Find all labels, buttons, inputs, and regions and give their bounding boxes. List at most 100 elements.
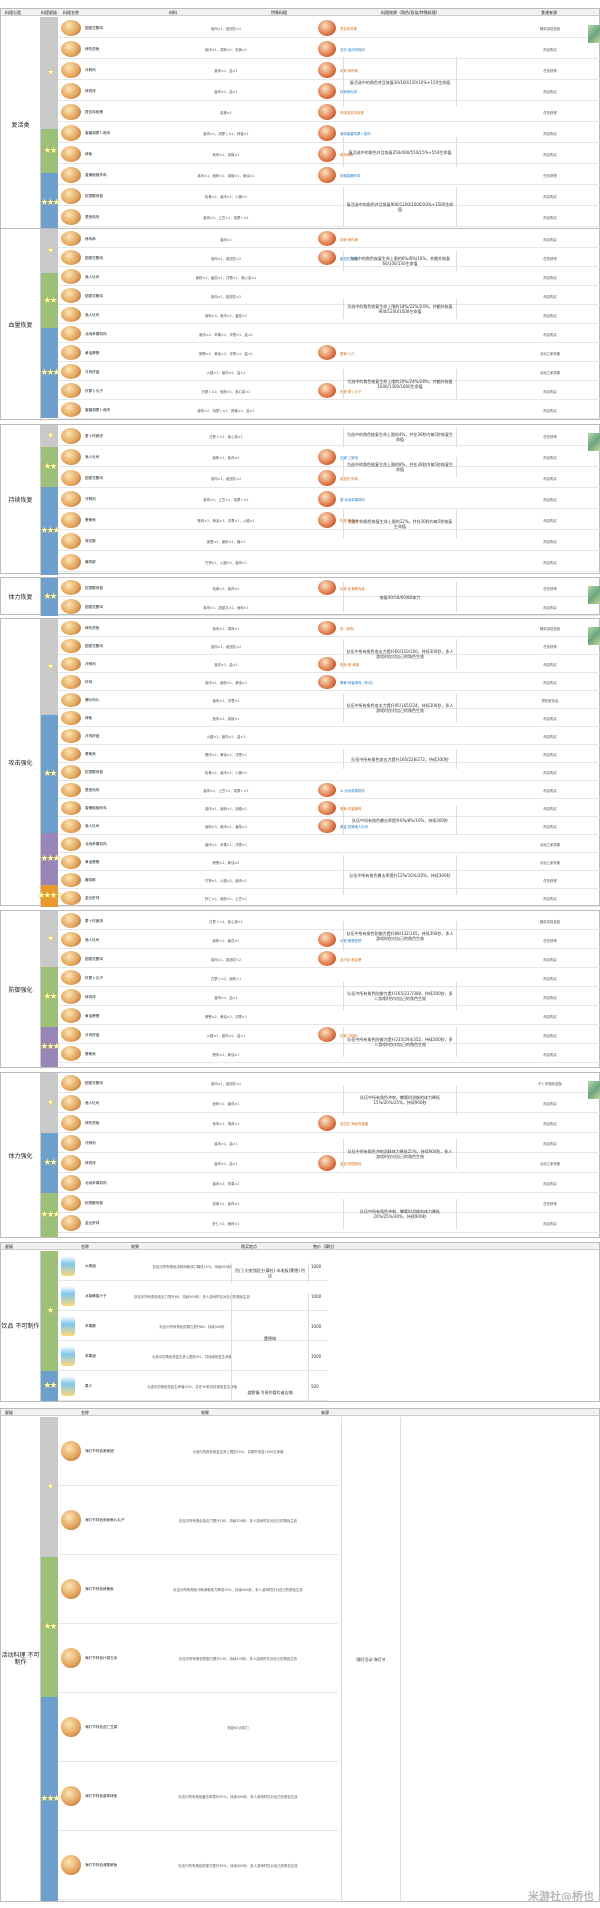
map-thumbnail[interactable] xyxy=(588,586,600,604)
event-dish-image xyxy=(61,1510,81,1530)
special-dish-name: 完美·萝卜丸子 xyxy=(340,389,362,394)
dish-ingredients: 禽肉×1，甜甜花×2，面粉×1 xyxy=(203,605,249,610)
event-dish-effect: 队伍中所有角色冲刺消耗体力降低25%，持续900秒，多人游戏时仅对自己的角色生效 xyxy=(173,1588,303,1592)
event-dish-name: 海灯节特色刺身鱼片丸子 xyxy=(85,1518,125,1522)
drink-row: 苹果酒 为选中的角色恢复生命上限的4%，并持续恢复生命值 xyxy=(58,1341,328,1371)
recipe-source: 商店购买 xyxy=(543,408,557,413)
special-dish-image xyxy=(318,1115,336,1131)
dish-name: 烤鱼 xyxy=(85,716,93,720)
event-dish-name: 海灯节特色美食团 xyxy=(85,1449,114,1453)
star-rating: ★★ xyxy=(41,1371,58,1401)
special-dish-name: 甜甜花·焖鸡 xyxy=(340,476,359,481)
dish-row: 渔人吐司 面粉×3，鱼肉×1，番茄×1 商店购买 xyxy=(58,305,600,324)
star-rating: ★ xyxy=(41,1417,58,1557)
map-thumbnail[interactable] xyxy=(588,627,600,645)
dish-ingredients: 白萝卜×2，面粉×1，卷心菜×1 xyxy=(201,389,251,394)
star-rating: ★★★ xyxy=(40,173,61,233)
category-cell: 攻击强化 xyxy=(1,619,41,907)
dish-name: 烤吃虎鱼 xyxy=(85,626,100,630)
dish-ingredients: 禽肉×1，甜甜花×2 xyxy=(210,645,242,649)
dish-ingredients: 竹笋×1，火腿×2，兽肉×1 xyxy=(204,560,248,565)
recipe-source: 商店购买 xyxy=(543,807,557,811)
special-dish-image xyxy=(318,801,336,815)
dish-row: 甜甜花酿鸡 禽肉×1，甜甜花×2，面粉×1 商店购买 xyxy=(58,597,600,616)
special-dish-name: 可莉·蓬蓬煎饼 xyxy=(340,938,362,943)
drink-price: 1000 xyxy=(311,1324,322,1329)
dish-image xyxy=(61,801,81,815)
dish-ingredients: 竹笋×1，火腿×2，兽肉×1 xyxy=(204,879,248,883)
category-label: 饮品 不可制作 xyxy=(1,1322,40,1330)
star-rating: ★★ xyxy=(41,1557,58,1697)
special-dish-image xyxy=(318,621,336,635)
dish-image xyxy=(61,490,81,507)
dish-image xyxy=(61,765,81,779)
special-dish-image xyxy=(318,580,336,595)
dish-image xyxy=(61,61,81,78)
header-cell: 食谱来源 xyxy=(541,10,557,15)
recipe-source: 商店购买 xyxy=(543,194,557,199)
effect-text: 队伍中所有角色暴击率提升6%/8%/10%，持续300秒 xyxy=(343,805,457,835)
dish-ingredients: 面粉×1，番茄×1，洋葱×1，卷心菜×1 xyxy=(195,275,257,280)
dish-name: 松茸酿肉卷 xyxy=(85,585,103,590)
dish-image xyxy=(61,469,81,486)
dish-ingredients: 鱼肉×1，薄荷×1 xyxy=(212,627,240,631)
dish-row: 香嫩椒椒炸鸡 禽肉×1，面粉×1，胡椒×1，黄油×1 特殊香嫩炸鸡 任务获得 xyxy=(58,164,600,185)
map-thumbnail[interactable] xyxy=(588,433,600,451)
dish-name: 炸萝卜丸子 xyxy=(85,388,103,393)
dish-ingredients: 鱼肉×1，薄荷×1，松茸×1 xyxy=(204,47,248,52)
dish-name: 甜甜花酿鸡 xyxy=(85,956,103,961)
category-label: 持续恢复 xyxy=(8,496,33,504)
dish-row: 蟹黄壳 蟹肉×2，黄油×1，洋葱×1，火腿×1 特殊·蟹黄壳 商店购买 xyxy=(58,509,600,530)
special-dish-image xyxy=(318,783,336,797)
event-dish-image xyxy=(61,1855,81,1875)
special-dish-image xyxy=(318,675,336,689)
recipe-source: 商店购买 xyxy=(543,897,557,901)
recipe-source: 北地之家采集 xyxy=(539,861,561,865)
section-3: 体力恢复 ★★ 松茸酿肉卷 松茸×2，兽肉×1 特殊·松茸酿肉卷 任务获得 甜甜花酿鸡 禽肉×… xyxy=(0,577,600,616)
category-cell: 体力恢复 xyxy=(1,578,41,616)
map-thumbnail[interactable] xyxy=(588,1081,600,1099)
special-dish-name: 奇奇·烤肉串 xyxy=(340,68,359,73)
recipe-source: 商店购买 xyxy=(543,1122,557,1126)
dish-image xyxy=(61,675,81,689)
section-0: 料理分类 料理星级 料理名称 材料 特殊料理 料理效果（角色/双倍/特殊料理） 食谱来源 复活… xyxy=(0,8,600,233)
dish-row: 黄油蟹蟹 螃蟹×2，黄油×2，洋葱×1 商店购买 xyxy=(58,1006,600,1025)
category-cell: 防御强化 xyxy=(1,911,41,1069)
dish-row: 烤肉排 兽肉×1，盐×1 特殊烤肉排 商店购买 xyxy=(58,80,600,101)
dish-ingredients: 虾仁×2，面粉×1 xyxy=(212,1222,240,1226)
special-dish-image xyxy=(318,511,336,528)
recipe-source: 商店购买 xyxy=(543,976,557,981)
dish-image xyxy=(61,208,81,225)
header-cell: 效果 xyxy=(201,1410,209,1415)
recipe-source: 商店购买 xyxy=(543,294,557,299)
dish-row: 渔人吐司 面粉×1，鱼肉×1 石锅·三鲜汤 商店购买 xyxy=(58,446,600,467)
dish-ingredients: 白萝卜×1，卷心菜×1 xyxy=(209,919,243,924)
dish-row: 提瓦特煎蛋 禽蛋×1 风味提瓦特煎蛋 任务获得 xyxy=(58,101,600,122)
dish-image xyxy=(61,1075,81,1091)
dish-ingredients: 兽肉×1，胡萝卜×1，蜂蜜×1 xyxy=(203,131,249,136)
dish-ingredients: 鱼肉×1，薄荷×1 xyxy=(212,1122,240,1126)
drink-name: 苹果酒 xyxy=(85,1354,96,1358)
recipe-source: 商店购买 xyxy=(543,717,557,721)
dish-row: 炸萝卜丸子 白萝卜×2，面粉×1 商店购买 xyxy=(58,968,600,987)
map-thumbnail[interactable] xyxy=(588,25,600,43)
dish-row: 爆炒肉片 兽肉×2，洋葱×1 冒险家协会 xyxy=(58,691,600,709)
dish-image xyxy=(61,729,81,743)
header-cell: 购买地点 xyxy=(241,1244,257,1249)
special-dish-image xyxy=(318,657,336,671)
star-rating: ★★ xyxy=(41,967,58,1027)
dish-row: 黄油蟹蟹 螃蟹×2，黄油×2，洋葱×1，盐×1 蟹黄·爪爪 北地之家采集 xyxy=(58,343,600,362)
special-dish-name: 提瓦特煎蛋 xyxy=(340,26,357,31)
dish-name: 烤肉排 xyxy=(85,88,96,93)
special-dish-image xyxy=(318,469,336,486)
effect-text: 队伍中所有角色冲刺、攀爬时消耗的体力降低15%/20%/25%，持续900秒 xyxy=(343,1085,457,1115)
dish-name: 北地苹果焖肉 xyxy=(85,1181,107,1185)
recipe-source: 商店购买 xyxy=(543,539,557,544)
special-dish-name: 特殊·松茸酿肉卷 xyxy=(340,586,365,591)
drink-effect: 为选中的角色恢复生命值20%，并在30秒内持续恢复生命值 xyxy=(147,1385,237,1389)
special-dish-name: 乡·北地苹果焖肉 xyxy=(340,789,365,793)
special-dish-image xyxy=(318,490,336,507)
star-rating: ★★★★ xyxy=(37,885,64,907)
drink-image xyxy=(61,1256,75,1276)
dish-image xyxy=(61,326,81,341)
